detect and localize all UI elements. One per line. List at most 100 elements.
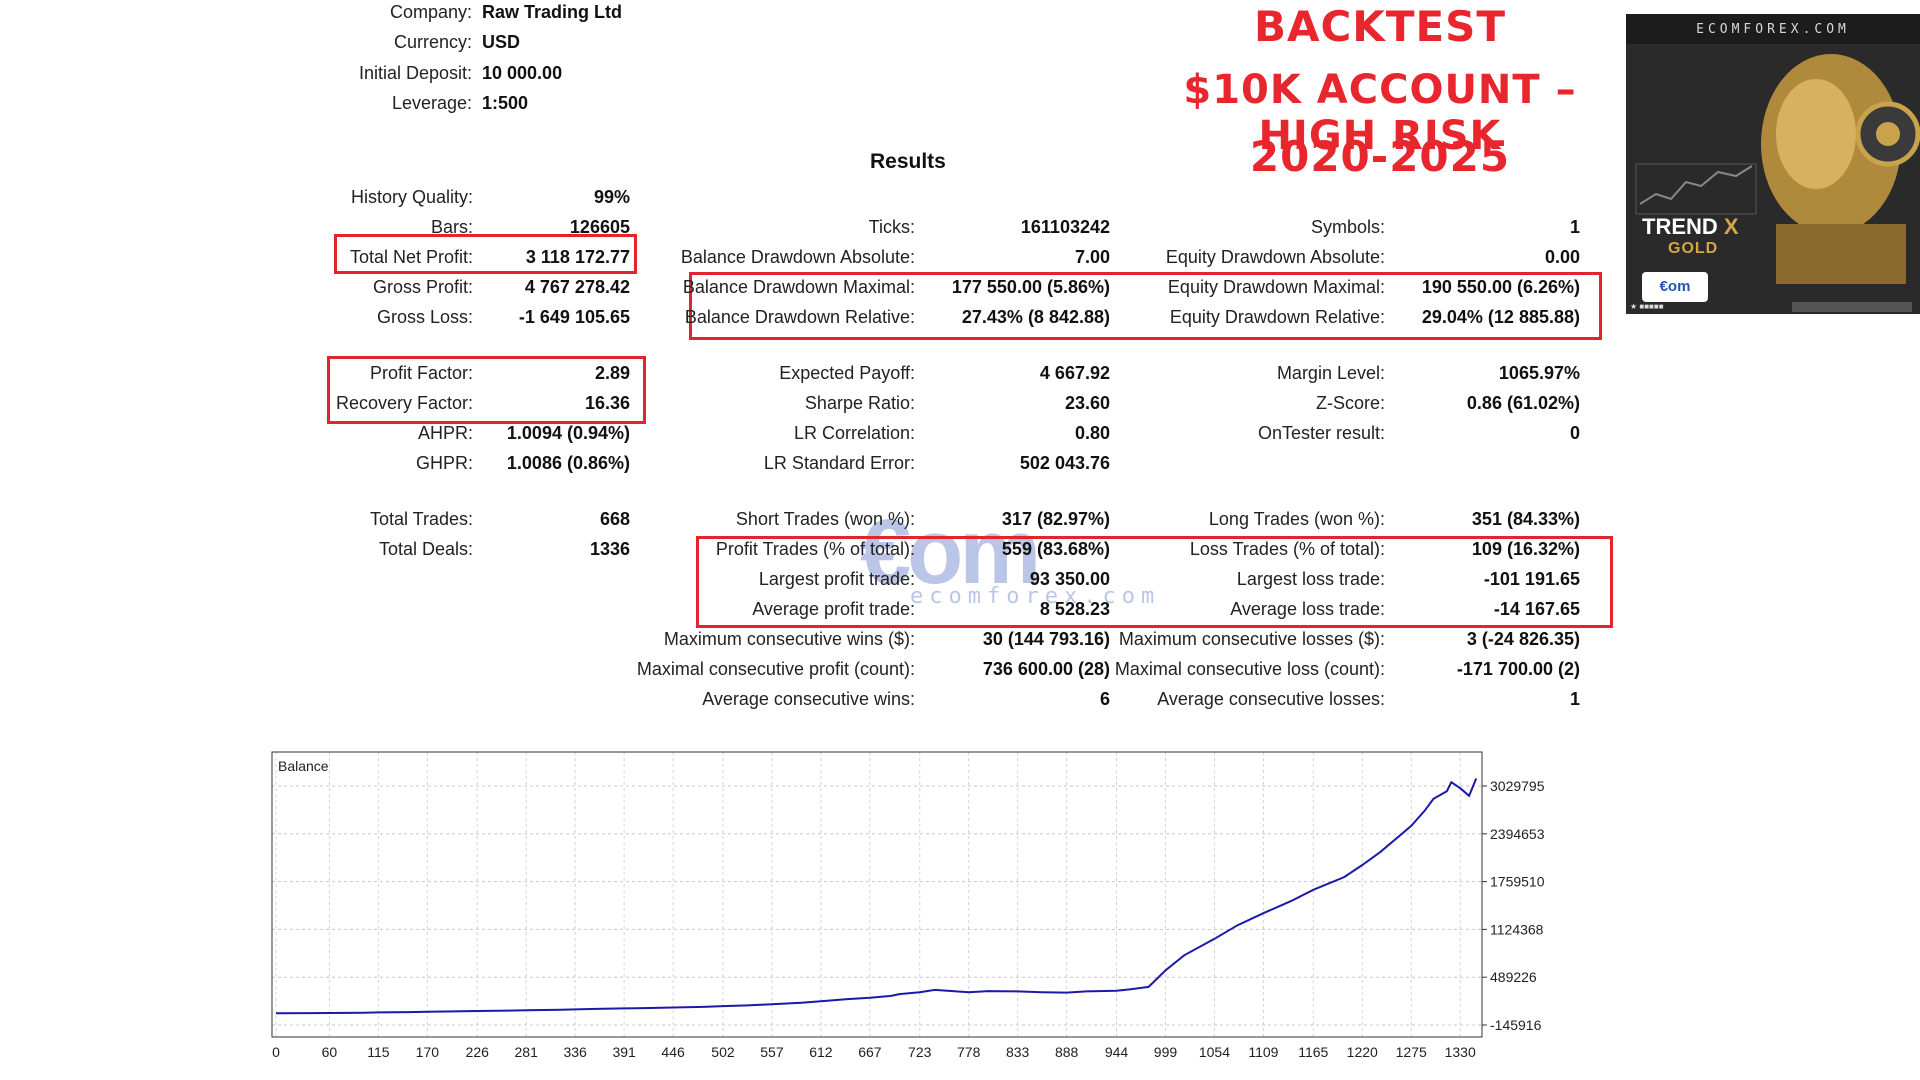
loss-trades-value: 109 (16.32%) [1471, 539, 1580, 559]
average-loss-value: -14 167.65 [1493, 599, 1580, 619]
max-consec-losses-label: Maximum consecutive losses ($): [1118, 629, 1385, 649]
max-consec-profit-value: 736 600.00 (28) [982, 659, 1110, 679]
largest-profit-label: Largest profit trade: [758, 569, 915, 589]
chart-grid [272, 752, 1482, 1037]
company-value: Raw Trading Ltd [482, 2, 623, 22]
leverage-value: 1:500 [482, 93, 529, 113]
trustpilot-stars-icon: ★ ■■■■■ [1630, 302, 1664, 311]
short-trades-value: 317 (82.97%) [1001, 509, 1110, 529]
loss-trades-label: Loss Trades (% of total): [1189, 539, 1385, 559]
chart-legend: Balance [278, 758, 329, 774]
max-consec-profit-label: Maximal consecutive profit (count): [636, 659, 915, 679]
lr-correlation-label: LR Correlation: [793, 423, 915, 443]
results-title: Results [870, 150, 946, 173]
chart-frame [271, 751, 1483, 1038]
stat-row: Equity Drawdown Absolute: 0.00 [1110, 245, 1580, 269]
stat-row: Largest loss trade: -101 191.65 [1110, 567, 1580, 591]
stat-row: Balance Drawdown Relative: 27.43% (8 842.… [640, 305, 1110, 329]
ontester-label: OnTester result: [1257, 423, 1385, 443]
x-tick-label: 502 [711, 1044, 735, 1060]
profit-trades-label: Profit Trades (% of total): [715, 539, 915, 559]
currency-value: USD [482, 32, 521, 52]
stat-row: Profit Factor: 2.89 [0, 361, 630, 385]
y-tick-label: 1124368 [1490, 921, 1544, 937]
history-quality-value: 99% [593, 187, 630, 207]
equity-dd-rel-label: Equity Drawdown Relative: [1169, 307, 1385, 327]
stat-row: Short Trades (won %): 317 (82.97%) [640, 507, 1110, 531]
gross-profit-value: 4 767 278.42 [524, 277, 630, 297]
x-tick-label: 1275 [1396, 1044, 1427, 1060]
equity-dd-abs-label: Equity Drawdown Absolute: [1165, 247, 1385, 267]
balance-dd-abs-label: Balance Drawdown Absolute: [680, 247, 915, 267]
stat-row: LR Correlation: 0.80 [640, 421, 1110, 445]
x-tick-label: 1054 [1199, 1044, 1230, 1060]
y-tick-label: 1759510 [1490, 874, 1545, 890]
stat-row: Balance Drawdown Maximal: 177 550.00 (5.8… [640, 275, 1110, 299]
ahpr-value: 1.0094 (0.94%) [506, 423, 630, 443]
stat-row: Average profit trade: 8 528.23 [640, 597, 1110, 621]
stat-row: Expected Payoff: 4 667.92 [640, 361, 1110, 385]
stat-row: LR Standard Error: 502 043.76 [640, 451, 1110, 475]
max-consec-wins-value: 30 (144 793.16) [982, 629, 1110, 649]
avg-consec-wins-value: 6 [1099, 689, 1110, 709]
z-score-value: 0.86 (61.02%) [1466, 393, 1580, 413]
x-tick-label: 1109 [1248, 1044, 1278, 1060]
largest-profit-value: 93 350.00 [1029, 569, 1110, 589]
stat-row: Loss Trades (% of total): 109 (16.32%) [1110, 537, 1580, 561]
balance-dd-abs-value: 7.00 [1074, 247, 1110, 267]
average-loss-label: Average loss trade: [1230, 599, 1385, 619]
ecom-logo: €om [1642, 272, 1708, 302]
average-profit-label: Average profit trade: [752, 599, 915, 619]
balance-dd-rel-value: 27.43% (8 842.88) [961, 307, 1110, 327]
lr-std-error-value: 502 043.76 [1019, 453, 1110, 473]
ghpr-value: 1.0086 (0.86%) [506, 453, 630, 473]
header-deposit-row: Initial Deposit: 10 000.00 [0, 61, 1100, 85]
stat-row: Balance Drawdown Absolute: 7.00 [640, 245, 1110, 269]
stat-row: Gross Loss: -1 649 105.65 [0, 305, 630, 329]
max-consec-losses-value: 3 (-24 826.35) [1466, 629, 1580, 649]
equity-dd-max-label: Equity Drawdown Maximal: [1167, 277, 1385, 297]
x-tick-label: 391 [612, 1044, 636, 1060]
x-tick-label: 667 [858, 1044, 882, 1060]
stat-row: Maximal consecutive profit (count): 736 6… [636, 657, 1110, 681]
ontester-value: 0 [1569, 423, 1580, 443]
x-tick-label: 557 [760, 1044, 784, 1060]
y-tick-label: -145916 [1490, 1017, 1542, 1033]
x-tick-label: 60 [322, 1044, 338, 1060]
initial-deposit-value: 10 000.00 [482, 63, 563, 83]
avg-consec-losses-value: 1 [1569, 689, 1580, 709]
y-tick-label: 2394653 [1490, 826, 1545, 842]
margin-level-label: Margin Level: [1276, 363, 1385, 383]
header-leverage-row: Leverage: 1:500 [0, 91, 1100, 115]
ticks-label: Ticks: [868, 217, 915, 237]
chart-y-axis: 3029795 2394653 1759510 1124368 489226 -14591… [1482, 778, 1545, 1033]
expected-payoff-value: 4 667.92 [1039, 363, 1110, 383]
z-score-label: Z-Score: [1315, 393, 1385, 413]
thumbnail-site: ECOMFOREX.COM [1696, 22, 1850, 37]
promo-account: $10K ACCOUNT – HIGH RISK [1183, 67, 1577, 159]
stat-row: GHPR: 1.0086 (0.86%) [0, 451, 630, 475]
thumbnail-title-text: TREND [1642, 214, 1718, 239]
highlight-net-profit [334, 234, 637, 274]
stat-row: Symbols: 1 [1110, 215, 1580, 239]
stat-row: Maximal consecutive loss (count): -171 70… [1110, 657, 1580, 681]
x-tick-label: 0 [272, 1044, 280, 1060]
stat-row: Largest profit trade: 93 350.00 [640, 567, 1110, 591]
x-tick-label: 281 [515, 1044, 539, 1060]
stat-row: Maximum consecutive losses ($): 3 (-24 82… [1110, 627, 1580, 651]
promo-years: 2020-2025 [1249, 132, 1511, 181]
bars-value: 126605 [569, 217, 630, 237]
x-tick-label: 170 [416, 1044, 440, 1060]
x-tick-label: 612 [809, 1044, 833, 1060]
stat-row: AHPR: 1.0094 (0.94%) [0, 421, 630, 445]
balance-dd-max-value: 177 550.00 (5.86%) [951, 277, 1110, 297]
gross-loss-value: -1 649 105.65 [518, 307, 630, 327]
trend-x-gold-thumbnail: ECOMFOREX.COM TREND X GOLD €om ★ ■■■■■ [1626, 14, 1920, 314]
total-deals-value: 1336 [589, 539, 630, 559]
currency-label: Currency: [393, 32, 472, 52]
x-tick-label: 944 [1105, 1044, 1129, 1060]
max-consec-loss-value: -171 700.00 (2) [1456, 659, 1580, 679]
total-net-profit-label: Total Net Profit: [349, 247, 473, 267]
average-profit-value: 8 528.23 [1039, 599, 1110, 619]
